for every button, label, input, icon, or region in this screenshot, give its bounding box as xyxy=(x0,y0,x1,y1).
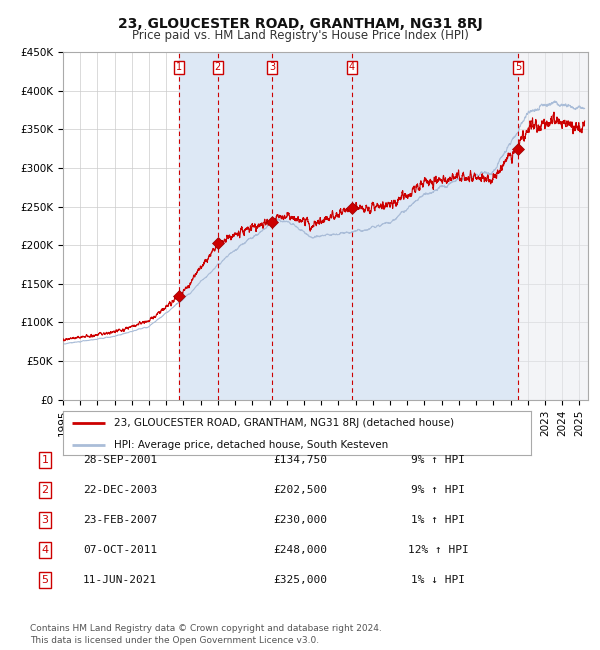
Text: Contains HM Land Registry data © Crown copyright and database right 2024.: Contains HM Land Registry data © Crown c… xyxy=(30,624,382,633)
Text: 23, GLOUCESTER ROAD, GRANTHAM, NG31 8RJ (detached house): 23, GLOUCESTER ROAD, GRANTHAM, NG31 8RJ … xyxy=(115,418,455,428)
Text: 2: 2 xyxy=(41,485,49,495)
Text: 11-JUN-2021: 11-JUN-2021 xyxy=(83,575,157,585)
Text: 9% ↑ HPI: 9% ↑ HPI xyxy=(411,485,465,495)
Text: 12% ↑ HPI: 12% ↑ HPI xyxy=(407,545,469,555)
Text: 9% ↑ HPI: 9% ↑ HPI xyxy=(411,455,465,465)
Text: 1: 1 xyxy=(176,62,182,72)
Text: £230,000: £230,000 xyxy=(273,515,327,525)
Text: £248,000: £248,000 xyxy=(273,545,327,555)
Bar xyxy=(352,52,518,400)
Text: This data is licensed under the Open Government Licence v3.0.: This data is licensed under the Open Gov… xyxy=(30,636,319,645)
Text: 23, GLOUCESTER ROAD, GRANTHAM, NG31 8RJ: 23, GLOUCESTER ROAD, GRANTHAM, NG31 8RJ xyxy=(118,17,482,31)
Text: 4: 4 xyxy=(349,62,355,72)
Bar xyxy=(518,52,588,400)
Text: 5: 5 xyxy=(515,62,521,72)
Text: 07-OCT-2011: 07-OCT-2011 xyxy=(83,545,157,555)
Text: 3: 3 xyxy=(269,62,275,72)
Bar xyxy=(272,52,352,400)
Text: 1% ↓ HPI: 1% ↓ HPI xyxy=(411,575,465,585)
Text: 5: 5 xyxy=(41,575,49,585)
Bar xyxy=(179,52,218,400)
Text: 23-FEB-2007: 23-FEB-2007 xyxy=(83,515,157,525)
Text: 1: 1 xyxy=(41,455,49,465)
Text: 4: 4 xyxy=(41,545,49,555)
Text: HPI: Average price, detached house, South Kesteven: HPI: Average price, detached house, Sout… xyxy=(115,440,389,450)
Text: 28-SEP-2001: 28-SEP-2001 xyxy=(83,455,157,465)
Text: Price paid vs. HM Land Registry's House Price Index (HPI): Price paid vs. HM Land Registry's House … xyxy=(131,29,469,42)
Text: 3: 3 xyxy=(41,515,49,525)
Bar xyxy=(218,52,272,400)
Text: 2: 2 xyxy=(214,62,221,72)
Text: 22-DEC-2003: 22-DEC-2003 xyxy=(83,485,157,495)
Text: £325,000: £325,000 xyxy=(273,575,327,585)
Text: £202,500: £202,500 xyxy=(273,485,327,495)
Text: £134,750: £134,750 xyxy=(273,455,327,465)
Bar xyxy=(518,52,588,400)
Text: 1% ↑ HPI: 1% ↑ HPI xyxy=(411,515,465,525)
